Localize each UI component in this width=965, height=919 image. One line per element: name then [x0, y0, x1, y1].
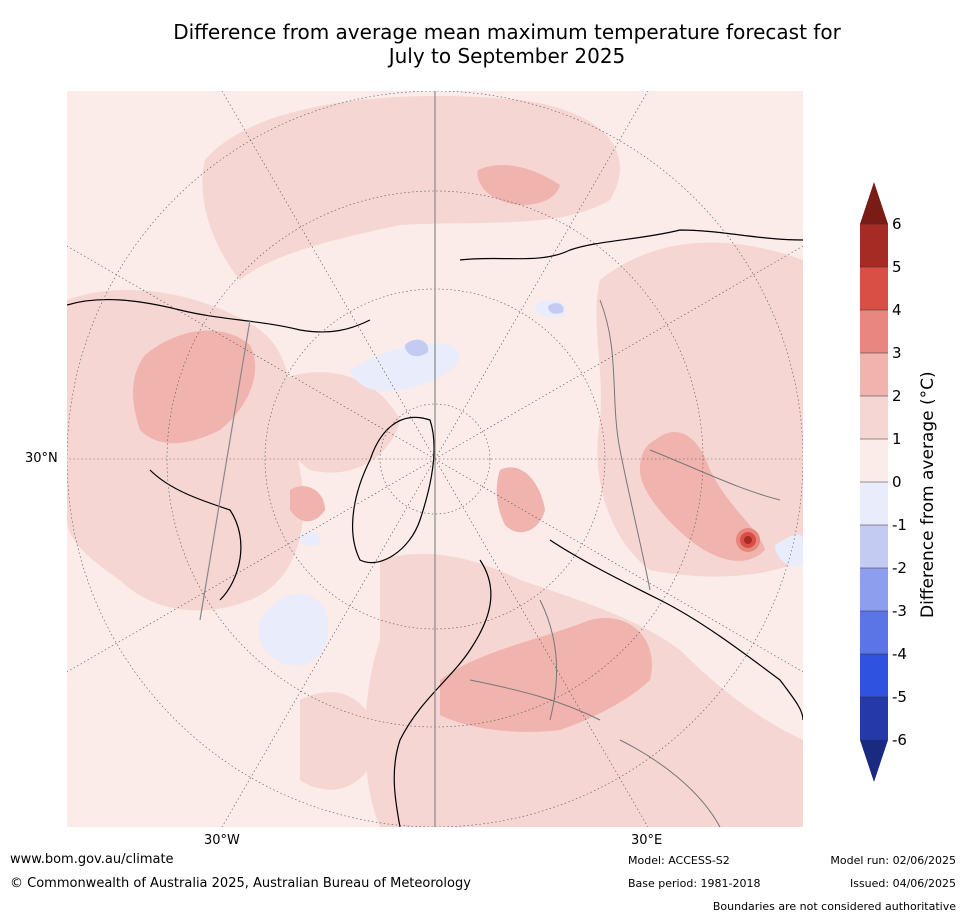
longitude-label-30w: 30°W	[204, 833, 240, 848]
colorbar-band	[860, 482, 888, 525]
colorbar-band	[860, 611, 888, 654]
colorbar-tick-label: -4	[892, 645, 907, 663]
colorbar-band	[860, 310, 888, 353]
footer-copyright: © Commonwealth of Australia 2025, Austra…	[10, 876, 471, 891]
footer-website: www.bom.gov.au/climate	[10, 852, 174, 867]
colorbar-tick-label: 0	[892, 473, 902, 491]
footer-disclaimer: Boundaries are not considered authoritat…	[712, 900, 956, 913]
colorbar-tick-label: 2	[892, 387, 902, 405]
footer-base-period: Base period: 1981-2018	[628, 877, 761, 890]
colorbar-band	[860, 353, 888, 396]
colorbar-tick-label: -1	[892, 516, 907, 534]
colorbar-tick-label: -5	[892, 688, 907, 706]
colorbar-band	[860, 697, 888, 740]
meridian-lines	[199, 91, 436, 827]
footer-model: Model: ACCESS-S2	[628, 854, 730, 867]
colorbar-tick-label: 3	[892, 344, 902, 362]
longitude-label-30e: 30°E	[631, 833, 663, 848]
colorbar-tick-label: -6	[892, 731, 907, 749]
colorbar-tick-label: -2	[892, 559, 907, 577]
colorbar-band	[860, 439, 888, 482]
colorbar-tick-label: 5	[892, 258, 902, 276]
anomaly-hot-spot	[736, 528, 760, 552]
chart-title: Difference from average mean maximum tem…	[0, 20, 965, 68]
colorbar-label: Difference from average (°C)	[918, 371, 938, 618]
colorbar-band	[860, 267, 888, 310]
title-line-2: July to September 2025	[388, 44, 626, 68]
colorbar-arrow-bottom	[860, 740, 888, 782]
anomaly-minus-1-to-2-regions	[405, 303, 564, 357]
anomaly-map	[67, 91, 803, 827]
anomaly-2-to-3-regions	[133, 165, 765, 732]
footer-issued: Issued: 04/06/2025	[849, 877, 956, 890]
colorbar-tick-label: 1	[892, 430, 902, 448]
colorbar-band	[860, 396, 888, 439]
anomaly-negative-regions	[258, 299, 803, 666]
footer-model-run: Model run: 02/06/2025	[830, 854, 956, 867]
colorbar-band	[860, 525, 888, 568]
coastlines	[67, 229, 803, 827]
colorbar-tick-label: 6	[892, 215, 902, 233]
title-line-1: Difference from average mean maximum tem…	[173, 20, 841, 44]
colorbar-band	[860, 654, 888, 697]
latitude-label-30n: 30°N	[25, 451, 58, 466]
country-boundaries	[469, 299, 781, 827]
graticule	[67, 91, 803, 827]
colorbar-band	[860, 568, 888, 611]
colorbar-tick-label: -3	[892, 602, 907, 620]
colorbar-band	[860, 224, 888, 267]
colorbar-tick-label: 4	[892, 301, 902, 319]
colorbar-arrow-top	[860, 182, 888, 224]
colorbar	[860, 182, 888, 782]
